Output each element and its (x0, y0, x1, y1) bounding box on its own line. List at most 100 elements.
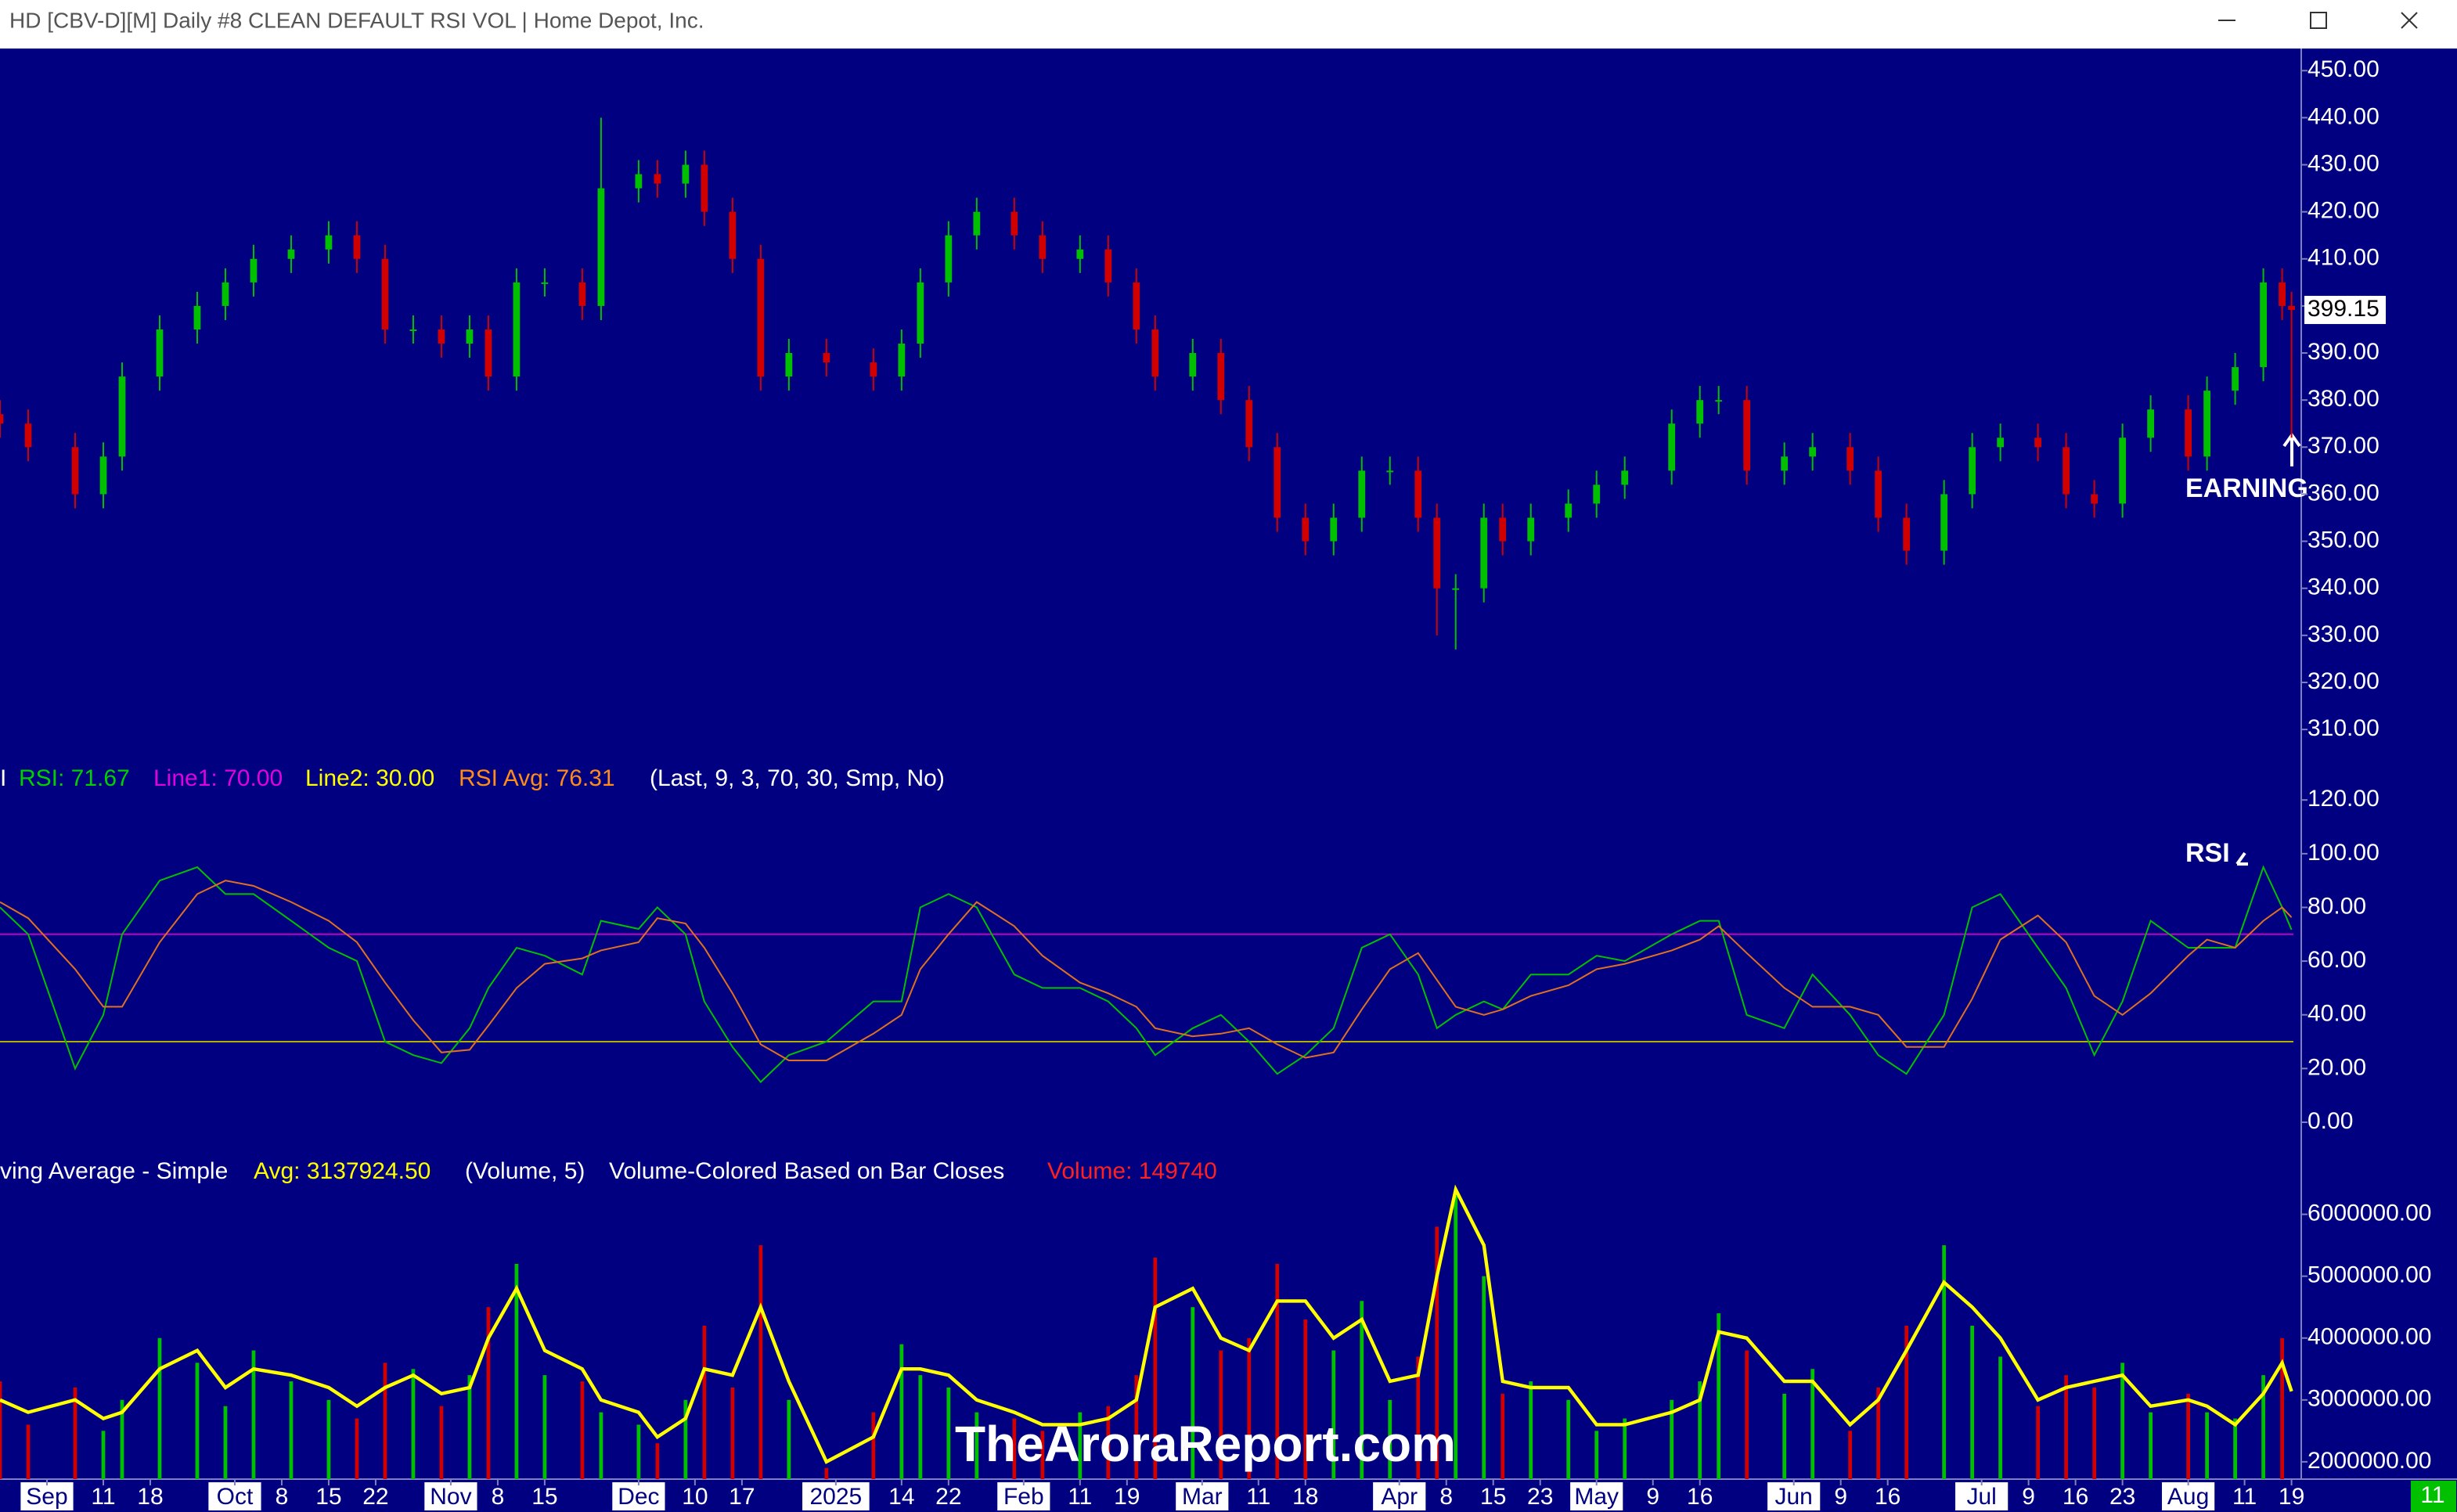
volume-bar (1970, 1325, 1975, 1479)
volume-bar (542, 1375, 547, 1479)
candle-body (1217, 353, 1225, 401)
plot-background (0, 49, 2457, 1512)
volume-bar (787, 1399, 791, 1479)
x-tick-label: 16 (2063, 1484, 2088, 1510)
annotation-arrow (2235, 851, 2248, 866)
volume-bar (195, 1363, 200, 1479)
panel-header: (Last, 9, 3, 70, 30, Smp, No) (650, 765, 945, 791)
volume-bar (251, 1350, 256, 1479)
volume-bar (120, 1399, 124, 1479)
panel-header: I (0, 765, 6, 791)
x-tick-label: 11 (1246, 1484, 1270, 1510)
volume-bar (1482, 1276, 1486, 1479)
y-tick-label: 410.00 (2307, 245, 2380, 271)
y-tick-label: 350.00 (2307, 527, 2380, 553)
candle-body (1940, 494, 1948, 551)
month-box (612, 1482, 665, 1510)
candle-body (1274, 447, 1281, 518)
candle-body (635, 174, 643, 189)
volume-bar (1848, 1431, 1853, 1479)
candle-body (1809, 447, 1817, 457)
volume-bar (1529, 1381, 1533, 1479)
x-tick-label: 9 (1834, 1484, 1847, 1510)
x-tick-label: Apr (1381, 1484, 1418, 1510)
x-tick-label: Mar (1182, 1484, 1223, 1510)
candle-body (2232, 367, 2239, 391)
volume-bar (1904, 1325, 1909, 1479)
volume-bar (1275, 1263, 1280, 1479)
candle-body (578, 282, 586, 306)
volume-bar (683, 1399, 688, 1479)
x-tick-label: 17 (729, 1484, 755, 1510)
month-box (1570, 1482, 1623, 1510)
x-tick-label: 9 (1646, 1484, 1659, 1510)
watermark: TheAroraReport.com (955, 1416, 1456, 1472)
rsi-line (0, 880, 2293, 1061)
volume-bar (411, 1369, 416, 1479)
volume-bar (1106, 1406, 1111, 1479)
candle-body (1039, 235, 1047, 259)
candle-body (1011, 211, 1018, 236)
panel-header: (Volume, 5) (465, 1158, 585, 1184)
candle-body (1151, 329, 1159, 377)
volume-bar (1435, 1226, 1439, 1479)
x-tick-label: 18 (137, 1484, 163, 1510)
candle-body (381, 258, 389, 329)
x-tick-label: Feb (1003, 1484, 1044, 1510)
candle-body (1480, 517, 1488, 589)
y-tick-label: 320.00 (2307, 668, 2380, 694)
x-tick-label: 8 (276, 1484, 289, 1510)
y-tick-label: 0.00 (2307, 1108, 2353, 1134)
maximize-button[interactable] (2310, 12, 2327, 29)
panel-header: RSI: 71.67 (19, 765, 130, 791)
candle-body (1189, 353, 1197, 377)
x-tick-label: 11 (2232, 1484, 2257, 1510)
candle-body (250, 258, 258, 283)
candle-body (1386, 470, 1394, 473)
month-box (1373, 1482, 1426, 1510)
y-tick-label: 330.00 (2307, 621, 2380, 647)
month-box (208, 1482, 261, 1510)
candle-body (1997, 437, 2005, 448)
volume-bar (467, 1375, 472, 1479)
candle-body (917, 282, 924, 344)
volume-bar (1416, 1356, 1421, 1479)
title-bar (0, 0, 2457, 49)
candle-body (1358, 470, 1366, 518)
y-tick-label: 440.00 (2307, 103, 2380, 129)
candle-body (1715, 400, 1723, 402)
volume-bar (1698, 1381, 1702, 1479)
candle-body (1245, 400, 1253, 448)
panel-header: ving Average - Simple (0, 1158, 228, 1184)
candle-body (2260, 282, 2268, 368)
volume-bar (2233, 1418, 2238, 1479)
volume-bar (1670, 1399, 1674, 1479)
candle-body (1621, 470, 1629, 485)
volume-bar (1219, 1350, 1223, 1479)
volume-bar (899, 1344, 904, 1479)
volume-bar (1745, 1350, 1749, 1479)
x-tick-label: 8 (492, 1484, 505, 1510)
candle-body (1104, 249, 1112, 283)
volume-bar (1876, 1387, 1881, 1479)
candle-body (156, 329, 164, 377)
x-tick-label: Jun (1775, 1484, 1813, 1510)
volume-bar (486, 1307, 491, 1479)
x-tick-label: 14 (888, 1484, 914, 1510)
y-tick-label: 360.00 (2307, 480, 2380, 506)
x-tick-label: 18 (1292, 1484, 1318, 1510)
close-button[interactable] (2401, 12, 2418, 29)
candle-body (353, 235, 361, 259)
candle-body (682, 164, 690, 184)
volume-bar (1454, 1195, 1458, 1479)
x-tick-label: 16 (1875, 1484, 1900, 1510)
month-box (1176, 1482, 1229, 1510)
panel-header: Line2: 30.00 (305, 765, 434, 791)
x-tick-label: 11 (91, 1484, 115, 1510)
volume-bar (289, 1381, 294, 1479)
rsi-line (0, 865, 2293, 1084)
volume-bar (1500, 1393, 1505, 1479)
y-tick-label: 5000000.00 (2307, 1262, 2432, 1288)
volume-bar (758, 1245, 763, 1479)
